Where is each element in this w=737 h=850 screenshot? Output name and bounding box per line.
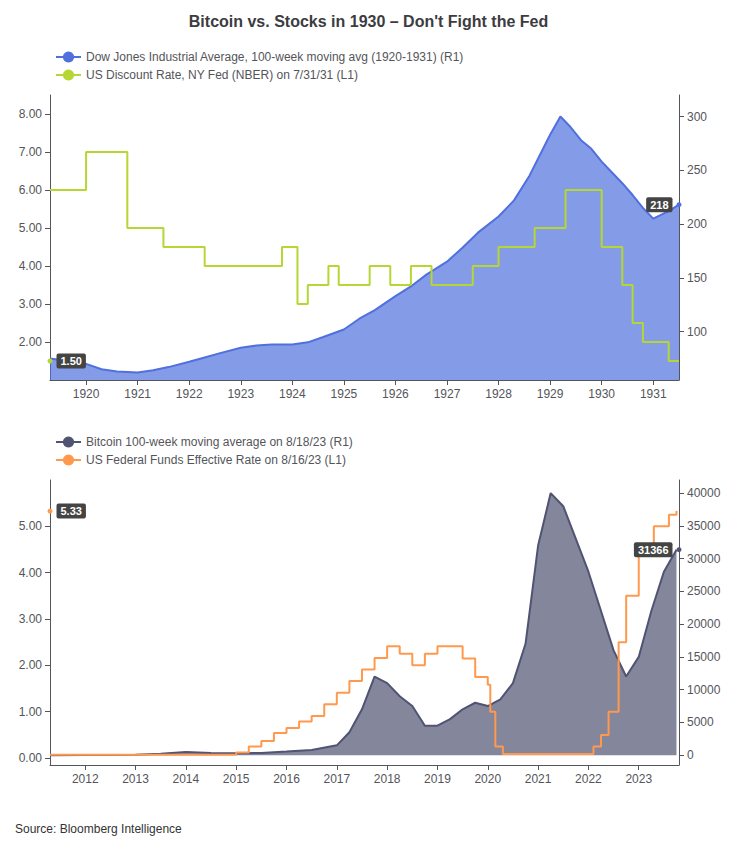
svg-text:8.00: 8.00 xyxy=(19,107,43,121)
svg-text:US Federal Funds Effective Rat: US Federal Funds Effective Rate on 8/16/… xyxy=(86,453,346,467)
svg-text:1926: 1926 xyxy=(382,387,409,401)
svg-text:15000: 15000 xyxy=(687,650,721,664)
svg-text:1924: 1924 xyxy=(279,387,306,401)
svg-text:1925: 1925 xyxy=(331,387,358,401)
svg-text:25000: 25000 xyxy=(687,584,721,598)
svg-text:2014: 2014 xyxy=(173,772,200,786)
svg-text:250: 250 xyxy=(687,163,707,177)
svg-text:218: 218 xyxy=(650,199,668,211)
svg-text:2022: 2022 xyxy=(575,772,602,786)
svg-text:1931: 1931 xyxy=(640,387,667,401)
svg-text:0.00: 0.00 xyxy=(19,751,43,765)
svg-text:2015: 2015 xyxy=(223,772,250,786)
svg-text:1.00: 1.00 xyxy=(19,705,43,719)
svg-text:3.00: 3.00 xyxy=(19,612,43,626)
svg-text:300: 300 xyxy=(687,110,707,124)
svg-text:1928: 1928 xyxy=(485,387,512,401)
svg-text:4.00: 4.00 xyxy=(19,259,43,273)
svg-text:1929: 1929 xyxy=(537,387,564,401)
svg-text:6.00: 6.00 xyxy=(19,183,43,197)
svg-text:1920: 1920 xyxy=(73,387,100,401)
svg-text:2020: 2020 xyxy=(474,772,501,786)
svg-text:2021: 2021 xyxy=(525,772,552,786)
svg-text:Source: Bloomberg Intelligence: Source: Bloomberg Intelligence xyxy=(15,822,182,836)
svg-text:Dow Jones Industrial Average,: Dow Jones Industrial Average, 100-week m… xyxy=(86,50,463,64)
svg-text:Bitcoin vs. Stocks in 1930 – D: Bitcoin vs. Stocks in 1930 – Don't Fight… xyxy=(189,13,548,30)
svg-text:1921: 1921 xyxy=(124,387,151,401)
svg-text:5.33: 5.33 xyxy=(61,505,82,517)
svg-text:1930: 1930 xyxy=(588,387,615,401)
svg-text:7.00: 7.00 xyxy=(19,145,43,159)
svg-text:2018: 2018 xyxy=(374,772,401,786)
svg-text:5.00: 5.00 xyxy=(19,221,43,235)
svg-text:35000: 35000 xyxy=(687,519,721,533)
svg-text:5000: 5000 xyxy=(687,715,714,729)
svg-text:1.50: 1.50 xyxy=(61,355,82,367)
svg-text:2.00: 2.00 xyxy=(19,335,43,349)
svg-text:2019: 2019 xyxy=(424,772,451,786)
svg-text:5.00: 5.00 xyxy=(19,519,43,533)
svg-text:1927: 1927 xyxy=(434,387,461,401)
svg-text:10000: 10000 xyxy=(687,683,721,697)
svg-text:2.00: 2.00 xyxy=(19,658,43,672)
svg-text:1923: 1923 xyxy=(227,387,254,401)
svg-text:2023: 2023 xyxy=(625,772,652,786)
svg-text:2012: 2012 xyxy=(72,772,99,786)
svg-text:US Discount Rate, NY Fed (NBER: US Discount Rate, NY Fed (NBER) on 7/31/… xyxy=(86,68,358,82)
svg-text:2017: 2017 xyxy=(323,772,350,786)
svg-text:31366: 31366 xyxy=(638,544,669,556)
svg-text:20000: 20000 xyxy=(687,617,721,631)
svg-text:4.00: 4.00 xyxy=(19,566,43,580)
svg-text:30000: 30000 xyxy=(687,552,721,566)
svg-text:100: 100 xyxy=(687,325,707,339)
svg-text:200: 200 xyxy=(687,217,707,231)
svg-text:Bitcoin 100-week moving averag: Bitcoin 100-week moving average on 8/18/… xyxy=(86,435,353,449)
svg-text:1922: 1922 xyxy=(176,387,203,401)
svg-text:150: 150 xyxy=(687,271,707,285)
svg-text:3.00: 3.00 xyxy=(19,297,43,311)
svg-text:2016: 2016 xyxy=(273,772,300,786)
svg-text:2013: 2013 xyxy=(122,772,149,786)
svg-text:40000: 40000 xyxy=(687,486,721,500)
svg-text:0: 0 xyxy=(687,748,694,762)
